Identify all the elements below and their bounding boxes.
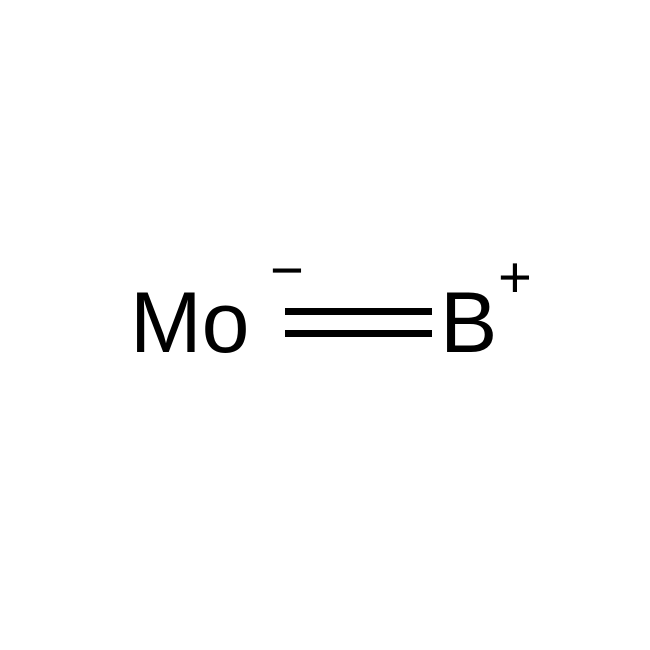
- charge-mo-symbol: −: [270, 238, 304, 303]
- charge-mo-minus: −: [270, 242, 304, 300]
- structure-canvas: Mo − B +: [0, 0, 650, 650]
- atom-mo-label: Mo: [130, 275, 249, 371]
- charge-b-symbol: +: [498, 245, 532, 310]
- bond-line-top: [285, 308, 432, 315]
- atom-b: B: [440, 280, 497, 366]
- bond-line-bottom: [285, 330, 432, 337]
- atom-b-label: B: [440, 275, 497, 371]
- atom-mo: Mo: [130, 280, 249, 366]
- charge-b-plus: +: [498, 249, 532, 307]
